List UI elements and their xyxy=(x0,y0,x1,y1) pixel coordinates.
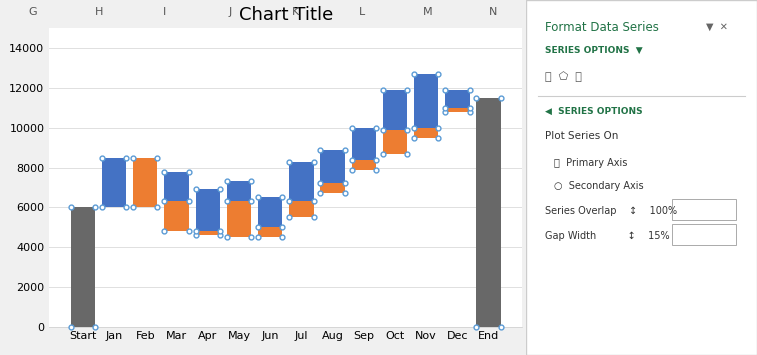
Bar xyxy=(320,150,344,184)
Text: ○  Secondary Axis: ○ Secondary Axis xyxy=(554,181,643,191)
Text: Series Overlap    ↕    100%: Series Overlap ↕ 100% xyxy=(544,206,677,216)
Text: J: J xyxy=(229,7,232,17)
Bar xyxy=(195,231,220,235)
Bar xyxy=(352,160,376,170)
Bar xyxy=(289,162,313,201)
Bar xyxy=(445,90,469,108)
Bar xyxy=(320,184,344,193)
Text: N: N xyxy=(489,7,497,17)
Bar xyxy=(383,130,407,154)
Text: H: H xyxy=(95,7,103,17)
Title: Chart Title: Chart Title xyxy=(238,6,333,24)
Bar xyxy=(352,128,376,160)
Bar xyxy=(671,199,737,220)
Text: ◀  SERIES OPTIONS: ◀ SERIES OPTIONS xyxy=(544,106,642,115)
Text: Format Data Series: Format Data Series xyxy=(544,21,659,34)
Text: G: G xyxy=(29,7,37,17)
Bar xyxy=(258,197,282,227)
Text: 🪣  ⬠  📊: 🪣 ⬠ 📊 xyxy=(544,71,581,82)
Bar xyxy=(445,108,469,112)
Text: M: M xyxy=(422,7,432,17)
Text: ▼  ✕: ▼ ✕ xyxy=(706,21,728,31)
Bar xyxy=(133,158,157,207)
Bar xyxy=(383,90,407,130)
Bar xyxy=(258,227,282,237)
Bar xyxy=(70,207,95,327)
Text: Gap Width          ↕    15%: Gap Width ↕ 15% xyxy=(544,231,669,241)
Bar xyxy=(227,201,251,237)
Bar xyxy=(289,201,313,217)
Text: K: K xyxy=(292,7,300,17)
Bar xyxy=(414,128,438,138)
Bar xyxy=(671,224,737,245)
Text: I: I xyxy=(163,7,166,17)
Text: Plot Series On: Plot Series On xyxy=(544,131,618,141)
Bar xyxy=(164,201,188,231)
Bar xyxy=(102,158,126,207)
Text: SERIES OPTIONS  ▼: SERIES OPTIONS ▼ xyxy=(544,46,642,55)
Bar xyxy=(476,98,501,327)
Bar xyxy=(164,171,188,201)
Bar xyxy=(227,181,251,201)
Text: ⦿  Primary Axis: ⦿ Primary Axis xyxy=(554,158,628,168)
Bar xyxy=(414,74,438,128)
Bar xyxy=(195,190,220,231)
Text: L: L xyxy=(359,7,365,17)
